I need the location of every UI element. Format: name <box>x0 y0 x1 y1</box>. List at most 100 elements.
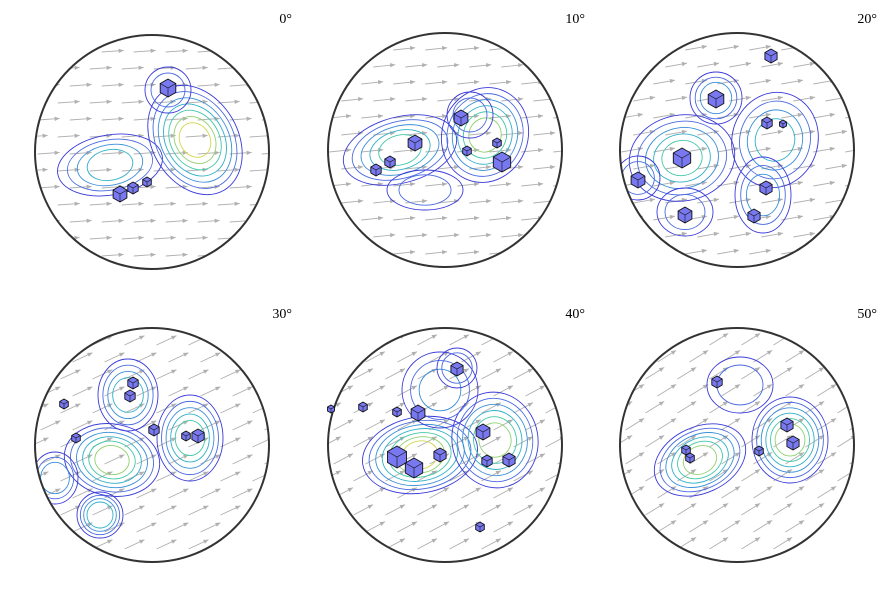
arrow-head <box>507 385 513 390</box>
arrow-head <box>734 452 741 457</box>
arrow-head <box>537 114 544 119</box>
contour <box>770 418 810 462</box>
contour <box>706 356 774 414</box>
arrow-head <box>798 384 805 389</box>
arrow <box>845 147 854 153</box>
arrow-head <box>118 218 124 224</box>
contour <box>152 91 238 189</box>
arrow <box>252 369 269 380</box>
arrow <box>35 67 48 70</box>
arrow <box>857 29 879 33</box>
arrow-head <box>637 248 643 254</box>
arrow-head <box>863 384 868 389</box>
arrow-head <box>733 214 739 220</box>
arrow <box>621 45 644 51</box>
arrow <box>469 33 492 34</box>
arrow-head <box>74 99 80 105</box>
contour <box>653 423 747 497</box>
arrow-head <box>367 504 373 509</box>
arrow-head <box>797 78 803 84</box>
arrow-head <box>681 95 687 101</box>
arrow-head <box>505 216 512 221</box>
arrow-head <box>874 62 879 66</box>
arrow-head <box>863 350 868 355</box>
arrow <box>545 368 562 380</box>
arrow-head <box>106 167 112 173</box>
arrow-head <box>681 61 687 67</box>
arrow <box>825 33 848 34</box>
arrow-head <box>809 231 815 237</box>
arrow-head <box>559 334 562 339</box>
arrow-head <box>441 114 448 119</box>
contour <box>112 377 144 413</box>
arrow-head <box>54 116 60 122</box>
arrow-head <box>279 185 284 189</box>
arrow-head <box>754 435 761 440</box>
crystal-edge <box>492 140 502 148</box>
arrow-head <box>54 150 60 156</box>
arrow-head <box>475 419 481 424</box>
contour <box>754 118 796 162</box>
arrow-head <box>559 402 562 407</box>
arrow <box>813 249 836 255</box>
arrow <box>264 488 269 499</box>
contour <box>76 491 124 539</box>
arrow-head <box>649 197 655 203</box>
crystal-edge <box>502 456 516 467</box>
arrow-head <box>87 386 93 391</box>
arrow-head <box>431 504 437 509</box>
crystal-edge <box>410 408 426 421</box>
arrow-head <box>183 454 189 459</box>
arrow-head <box>701 248 707 254</box>
arrow-head <box>626 469 633 474</box>
arrow-head <box>874 164 879 168</box>
arrow <box>645 536 665 550</box>
contour <box>168 109 222 171</box>
arrow <box>761 33 784 34</box>
arrow-head <box>765 146 771 152</box>
arrow <box>620 502 633 516</box>
contour <box>156 394 224 482</box>
arrow-head <box>86 150 92 156</box>
arrow-head <box>42 235 48 241</box>
arrow-head <box>570 148 575 152</box>
contour <box>165 407 215 469</box>
arrow-head <box>74 35 80 37</box>
arrow-head <box>505 250 512 255</box>
arrow-head <box>765 214 771 220</box>
arrow-head <box>517 199 524 204</box>
arrow-head <box>74 133 80 139</box>
arrow-head <box>572 522 577 526</box>
crystal-edge <box>630 175 646 188</box>
arrow <box>817 328 837 329</box>
arrow <box>621 249 644 255</box>
arrow <box>341 234 364 238</box>
arrow <box>533 234 556 238</box>
arrow-field <box>620 328 868 550</box>
arrow-head <box>850 537 854 542</box>
arrow-head <box>517 131 524 136</box>
arrow-head <box>235 539 241 544</box>
arrow-head <box>74 65 80 71</box>
arrow-head <box>347 521 353 526</box>
arrow-head <box>733 44 739 50</box>
arrow-head <box>150 218 156 224</box>
arrow-head <box>202 133 208 139</box>
arrow-head <box>55 522 61 527</box>
arrow-head <box>765 78 771 84</box>
arrow-head <box>549 131 556 136</box>
arrow-head <box>43 471 49 476</box>
arrow-head <box>171 369 177 374</box>
crystal-edge <box>481 457 493 467</box>
arrow-head <box>786 367 793 372</box>
arrow <box>845 215 854 221</box>
arrow-head <box>797 180 803 186</box>
arrow-head <box>266 65 269 71</box>
arrow-head <box>733 248 739 254</box>
arrow-head <box>537 148 544 153</box>
contour <box>467 410 523 470</box>
pole-figure: 0° <box>34 12 292 270</box>
arrow-head <box>701 180 707 186</box>
arrow-head <box>572 420 577 424</box>
crystal-edge <box>392 409 402 417</box>
